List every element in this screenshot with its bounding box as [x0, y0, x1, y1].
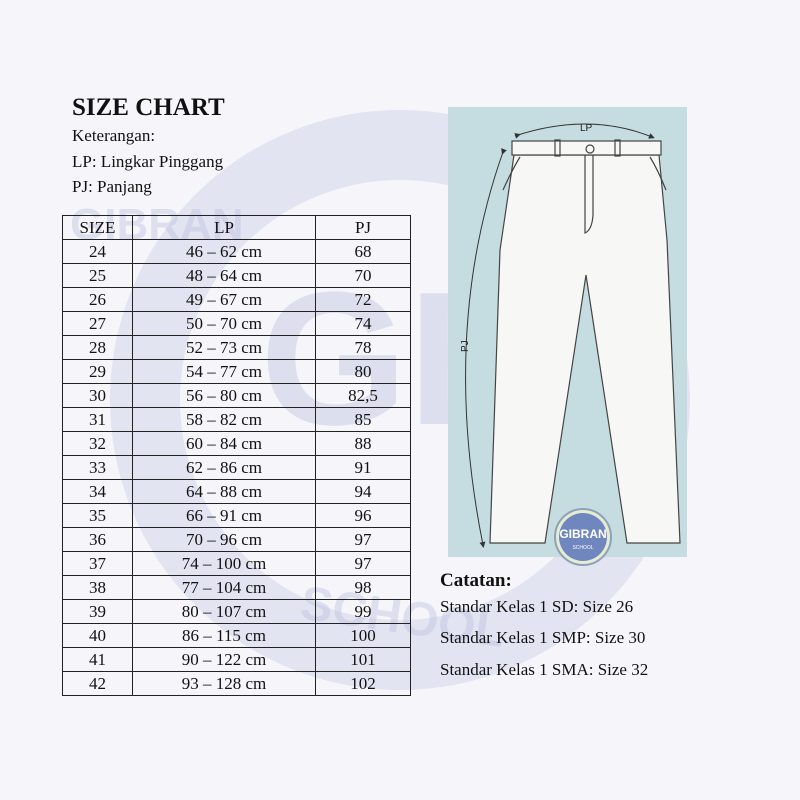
cell-pj: 85: [315, 407, 411, 432]
cell-pj: 98: [315, 575, 411, 600]
table-row: 28 52 – 73 cm 78: [62, 335, 411, 360]
table-row: 41 90 – 122 cm 101: [62, 647, 411, 672]
table-row: 39 80 – 107 cm 99: [62, 599, 411, 624]
table-row: 27 50 – 70 cm 74: [62, 311, 411, 336]
cell-lp: 50 – 70 cm: [132, 311, 316, 336]
table-row: 34 64 – 88 cm 94: [62, 479, 411, 504]
cell-pj: 96: [315, 503, 411, 528]
cell-lp: 90 – 122 cm: [132, 647, 316, 672]
pj-arrow: [465, 148, 507, 548]
cell-lp: 52 – 73 cm: [132, 335, 316, 360]
cell-pj: 70: [315, 263, 411, 288]
cell-lp: 64 – 88 cm: [132, 479, 316, 504]
cell-pj: 101: [315, 647, 411, 672]
notes-title: Catatan:: [440, 570, 512, 591]
legend-lp: LP: Lingkar Pinggang: [72, 152, 224, 171]
cell-lp: 62 – 86 cm: [132, 455, 316, 480]
cell-pj: 91: [315, 455, 411, 480]
table-row: 30 56 – 80 cm 82,5: [62, 383, 411, 408]
table-row: 35 66 – 91 cm 96: [62, 503, 411, 528]
legend-pj: PJ: Panjang: [72, 177, 152, 196]
svg-text:SCHOOL: SCHOOL: [572, 545, 593, 551]
legend-heading: Keterangan:: [72, 126, 156, 145]
cell-size: 27: [62, 311, 133, 336]
cell-lp: 80 – 107 cm: [132, 599, 316, 624]
pj-label: PJ: [460, 340, 471, 352]
svg-text:GIBRAN: GIBRAN: [559, 527, 606, 541]
cell-lp: 56 – 80 cm: [132, 383, 316, 408]
header-size: SIZE: [62, 215, 133, 240]
cell-size: 41: [62, 647, 133, 672]
note-item: Standar Kelas 1 SMA: Size 32: [440, 660, 649, 679]
cell-size: 39: [62, 599, 133, 624]
cell-lp: 58 – 82 cm: [132, 407, 316, 432]
cell-size: 40: [62, 623, 133, 648]
table-row: 40 86 – 115 cm 100: [62, 623, 411, 648]
cell-lp: 60 – 84 cm: [132, 431, 316, 456]
cell-pj: 88: [315, 431, 411, 456]
pants-outline: [489, 139, 681, 544]
cell-size: 37: [62, 551, 133, 576]
table-row: 42 93 – 128 cm 102: [62, 671, 411, 696]
cell-lp: 66 – 91 cm: [132, 503, 316, 528]
cell-size: 35: [62, 503, 133, 528]
size-table: SIZE LP PJ 24 46 – 62 cm 68 25 48 – 64 cm 70 2…: [62, 215, 411, 696]
gibran-logo: GIBRAN SCHOOL: [554, 508, 612, 566]
cell-pj: 78: [315, 335, 411, 360]
header-lp: LP: [132, 215, 316, 240]
cell-pj: 80: [315, 359, 411, 384]
cell-lp: 74 – 100 cm: [132, 551, 316, 576]
cell-pj: 68: [315, 239, 411, 264]
page-title: SIZE CHART: [72, 94, 225, 121]
cell-size: 42: [62, 671, 133, 696]
cell-pj: 99: [315, 599, 411, 624]
cell-pj: 82,5: [315, 383, 411, 408]
table-row: 32 60 – 84 cm 88: [62, 431, 411, 456]
cell-pj: 94: [315, 479, 411, 504]
table-row: 37 74 – 100 cm 97: [62, 551, 411, 576]
cell-lp: 49 – 67 cm: [132, 287, 316, 312]
cell-size: 28: [62, 335, 133, 360]
cell-pj: 102: [315, 671, 411, 696]
cell-lp: 93 – 128 cm: [132, 671, 316, 696]
note-item: Standar Kelas 1 SMP: Size 30: [440, 628, 646, 647]
table-row: 38 77 – 104 cm 98: [62, 575, 411, 600]
table-row: 26 49 – 67 cm 72: [62, 287, 411, 312]
table-row: 33 62 – 86 cm 91: [62, 455, 411, 480]
cell-lp: 48 – 64 cm: [132, 263, 316, 288]
lp-label: LP: [580, 123, 593, 134]
cell-lp: 70 – 96 cm: [132, 527, 316, 552]
cell-size: 25: [62, 263, 133, 288]
table-row: 25 48 – 64 cm 70: [62, 263, 411, 288]
cell-size: 26: [62, 287, 133, 312]
lp-arrow: [514, 123, 655, 139]
cell-size: 32: [62, 431, 133, 456]
cell-lp: 77 – 104 cm: [132, 575, 316, 600]
cell-pj: 72: [315, 287, 411, 312]
note-item: Standar Kelas 1 SD: Size 26: [440, 597, 634, 616]
